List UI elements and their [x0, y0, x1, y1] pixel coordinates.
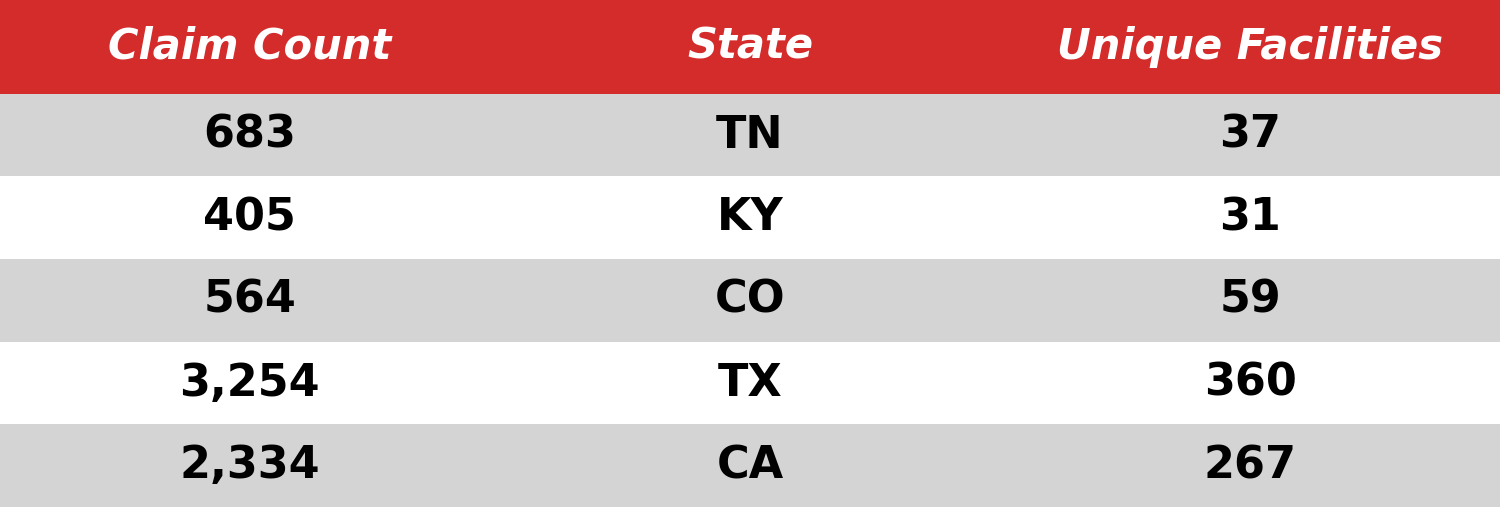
Text: Claim Count: Claim Count: [108, 26, 392, 68]
Bar: [0, 424, 500, 507]
Text: CA: CA: [717, 444, 783, 487]
Text: CO: CO: [714, 279, 786, 322]
Text: KY: KY: [717, 196, 783, 239]
Bar: [0, 176, 1500, 259]
Bar: [0, 0, 1500, 94]
Text: State: State: [687, 26, 813, 68]
Text: 59: 59: [1220, 279, 1281, 322]
Text: 37: 37: [1220, 114, 1281, 157]
Text: Unique Facilities: Unique Facilities: [1058, 26, 1443, 68]
Text: 405: 405: [204, 196, 296, 239]
Bar: [500, 424, 1000, 507]
Text: 360: 360: [1204, 361, 1296, 405]
Bar: [0, 259, 500, 342]
Bar: [500, 259, 1000, 342]
Text: 564: 564: [204, 279, 296, 322]
Bar: [0, 342, 1500, 424]
Bar: [1000, 94, 1500, 176]
Text: 2,334: 2,334: [180, 444, 320, 487]
Text: 3,254: 3,254: [180, 361, 320, 405]
Text: 31: 31: [1220, 196, 1281, 239]
Bar: [0, 94, 500, 176]
Bar: [1000, 424, 1500, 507]
Text: 683: 683: [204, 114, 296, 157]
Text: TN: TN: [716, 114, 784, 157]
Bar: [1000, 259, 1500, 342]
Text: 267: 267: [1203, 444, 1296, 487]
Bar: [500, 94, 1000, 176]
Text: TX: TX: [717, 361, 783, 405]
